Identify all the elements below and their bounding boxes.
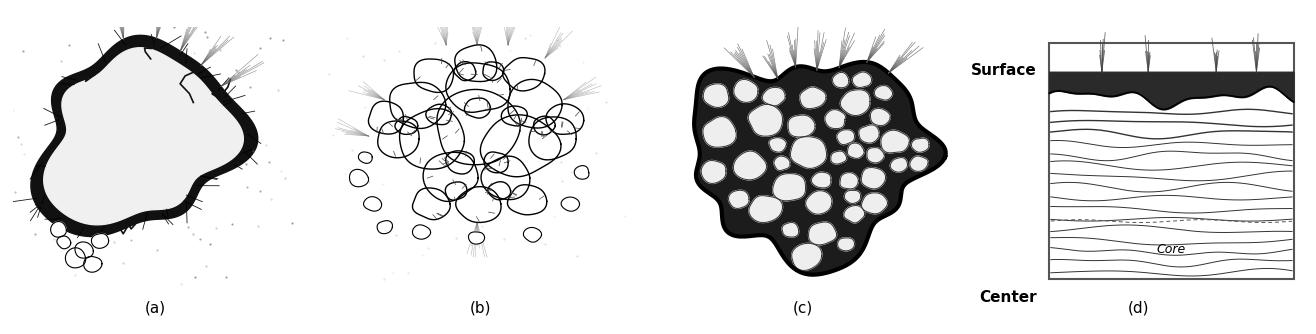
Polygon shape (508, 79, 562, 128)
Polygon shape (792, 243, 821, 271)
Polygon shape (32, 35, 258, 236)
Polygon shape (909, 156, 928, 171)
Polygon shape (529, 117, 576, 160)
Polygon shape (880, 130, 909, 153)
Polygon shape (812, 172, 830, 188)
Polygon shape (43, 48, 243, 225)
Polygon shape (859, 125, 879, 143)
Polygon shape (874, 86, 892, 100)
Polygon shape (837, 130, 854, 145)
Polygon shape (503, 58, 545, 91)
Polygon shape (791, 137, 826, 168)
Polygon shape (867, 148, 884, 163)
Polygon shape (769, 138, 787, 152)
Polygon shape (749, 196, 783, 222)
Polygon shape (488, 182, 511, 200)
Text: (d): (d) (1128, 301, 1149, 316)
Polygon shape (426, 104, 451, 125)
Polygon shape (454, 62, 476, 80)
Polygon shape (424, 152, 478, 201)
Polygon shape (833, 72, 849, 88)
Polygon shape (400, 109, 465, 169)
Polygon shape (561, 197, 579, 211)
Polygon shape (533, 116, 555, 135)
Polygon shape (694, 62, 946, 275)
Polygon shape (455, 45, 496, 81)
Polygon shape (483, 62, 504, 80)
Polygon shape (729, 190, 749, 208)
Polygon shape (368, 101, 404, 134)
Polygon shape (395, 117, 417, 134)
Polygon shape (508, 185, 546, 215)
Polygon shape (703, 117, 736, 147)
Polygon shape (703, 84, 729, 108)
Polygon shape (501, 106, 528, 126)
Polygon shape (415, 59, 454, 93)
Polygon shape (446, 63, 511, 112)
Polygon shape (455, 187, 501, 222)
Polygon shape (772, 174, 805, 201)
Polygon shape (378, 121, 418, 158)
Polygon shape (66, 248, 86, 268)
Text: (c): (c) (792, 301, 813, 316)
Polygon shape (837, 238, 854, 251)
Polygon shape (701, 161, 726, 183)
Polygon shape (841, 90, 870, 116)
Polygon shape (468, 232, 484, 244)
Polygon shape (749, 105, 783, 136)
Polygon shape (465, 98, 491, 118)
Polygon shape (848, 143, 865, 158)
Polygon shape (75, 242, 93, 258)
Text: Surface: Surface (971, 63, 1037, 78)
Polygon shape (845, 190, 861, 203)
Polygon shape (445, 182, 467, 200)
Text: (b): (b) (470, 301, 491, 316)
Polygon shape (774, 156, 790, 171)
Polygon shape (788, 115, 815, 137)
Polygon shape (861, 168, 886, 189)
Polygon shape (84, 257, 101, 272)
Polygon shape (912, 138, 929, 152)
Polygon shape (853, 72, 871, 88)
Polygon shape (891, 158, 908, 172)
Polygon shape (390, 82, 446, 129)
Polygon shape (844, 205, 865, 223)
Polygon shape (800, 87, 826, 109)
Polygon shape (546, 104, 584, 134)
Polygon shape (57, 236, 71, 249)
Polygon shape (808, 222, 837, 245)
Polygon shape (350, 169, 368, 187)
Polygon shape (782, 222, 799, 237)
Polygon shape (830, 151, 846, 164)
Polygon shape (870, 108, 890, 126)
Polygon shape (412, 188, 450, 220)
Polygon shape (733, 151, 767, 180)
Polygon shape (446, 151, 474, 174)
Polygon shape (358, 152, 372, 163)
Text: Center: Center (979, 290, 1037, 305)
Polygon shape (805, 191, 832, 214)
Polygon shape (574, 166, 590, 179)
Polygon shape (91, 233, 109, 248)
Text: (a): (a) (145, 301, 166, 316)
Polygon shape (412, 225, 430, 239)
Polygon shape (378, 221, 392, 234)
Text: Core: Core (1157, 243, 1186, 256)
Polygon shape (734, 79, 758, 103)
Polygon shape (482, 156, 530, 200)
Polygon shape (363, 197, 382, 211)
Polygon shape (862, 193, 887, 214)
Polygon shape (484, 152, 508, 173)
Polygon shape (524, 227, 542, 242)
Polygon shape (840, 173, 858, 189)
Polygon shape (437, 90, 520, 165)
Polygon shape (762, 88, 786, 106)
Polygon shape (825, 110, 845, 129)
Bar (1049, 43, 1294, 279)
Polygon shape (480, 115, 561, 177)
Polygon shape (50, 221, 66, 237)
